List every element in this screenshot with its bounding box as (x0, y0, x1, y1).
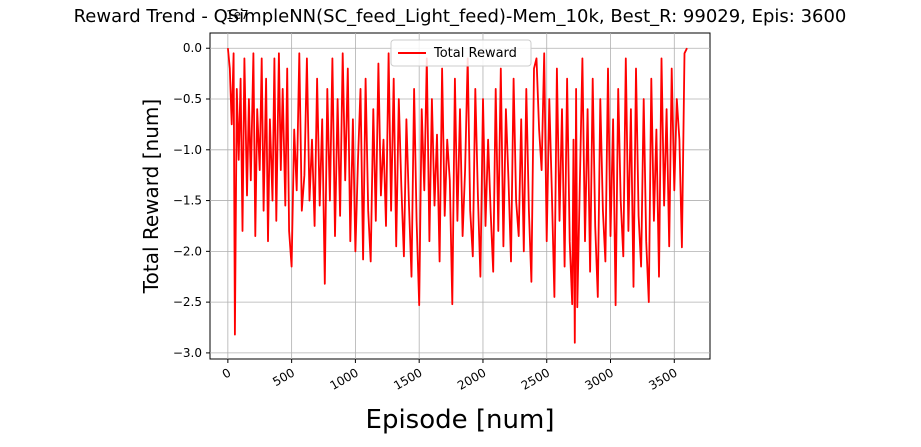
y-axis-scale-label: 1e7 (226, 8, 249, 22)
y-tick-label: 0.0 (183, 41, 202, 55)
legend-frame (390, 39, 532, 67)
x-axis-label: Episode [num] (366, 405, 555, 435)
series-layer (227, 47, 688, 344)
chart-title: Reward Trend - QSimpleNN(SC_feed_Light_f… (74, 6, 847, 27)
legend-label: Total Reward (433, 46, 517, 61)
y-tick-label: −1.0 (173, 143, 202, 157)
series-line-0 (227, 47, 688, 344)
y-tick-label: −2.5 (173, 295, 202, 309)
y-tick-label: −3.0 (173, 346, 202, 360)
y-tick-label: −2.0 (173, 244, 202, 258)
y-axis-label: Total Reward [num] (139, 99, 163, 294)
legend: Total Reward (390, 39, 532, 67)
y-tick-label: −1.5 (173, 194, 202, 208)
y-tick-label: −0.5 (173, 92, 202, 106)
y-axis-ticks: 0.0 −0.5 −1.0 −1.5 −2.0 −2.5 −3.0 (173, 41, 210, 360)
